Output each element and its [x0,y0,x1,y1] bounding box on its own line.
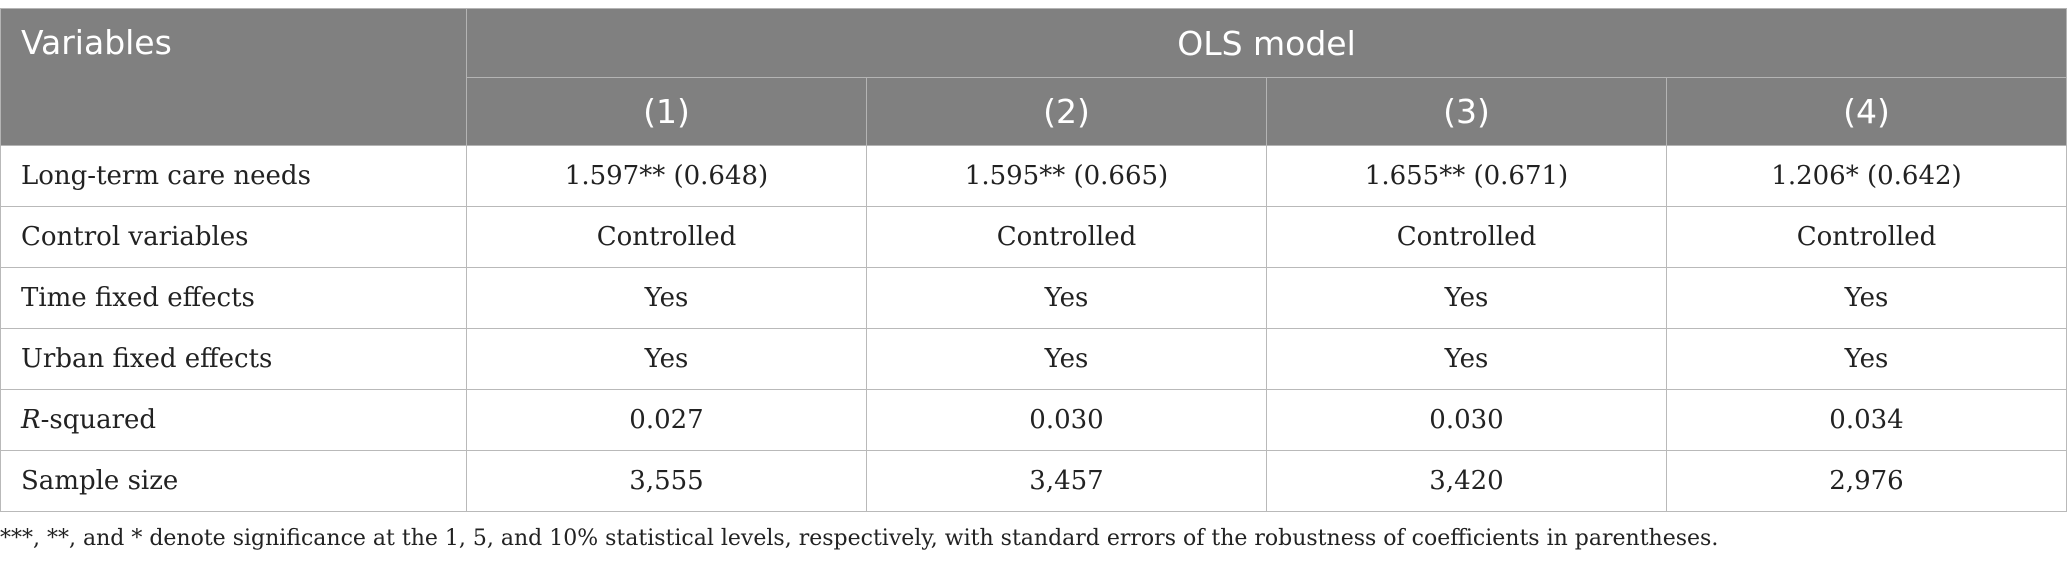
table-cell: Yes [866,328,1267,390]
table-row: Urban fixed effects Yes Yes Yes Yes [0,328,2067,390]
row-label: Time fixed effects [0,267,467,329]
header-row-group: Variables OLS model [0,8,2067,146]
table-cell: 0.027 [466,389,867,451]
table-cell: 0.034 [1666,389,2067,451]
column-header-2: (2) [866,77,1267,146]
table-row: Control variables Controlled Controlled … [0,206,2067,268]
r-squared-suffix: -squared [40,405,157,435]
table-cell: Controlled [866,206,1267,268]
row-label-r-squared: R-squared [0,389,467,451]
table-cell: 0.030 [866,389,1267,451]
row-label: Long-term care needs [0,145,467,207]
table-cell: 3,555 [466,450,867,512]
table-cell: Yes [1266,267,1667,329]
table-cell: 1.597** (0.648) [466,145,867,207]
row-label: Urban fixed effects [0,328,467,390]
r-symbol: R [21,405,41,435]
column-header-4: (4) [1666,77,2067,146]
table-cell: Controlled [1666,206,2067,268]
table-row: Time fixed effects Yes Yes Yes Yes [0,267,2067,329]
table-cell: 1.595** (0.665) [866,145,1267,207]
table-cell: Yes [1266,328,1667,390]
table-cell: Yes [1666,328,2067,390]
table-row: Long-term care needs 1.597** (0.648) 1.5… [0,145,2067,207]
row-label: Control variables [0,206,467,268]
table-cell: Controlled [1266,206,1667,268]
table-cell: 3,420 [1266,450,1667,512]
table-cell: 3,457 [866,450,1267,512]
table-cell: 0.030 [1266,389,1667,451]
ols-regression-table: Variables OLS model (1) (2) (3) (4) Long… [0,8,2067,512]
variables-header: Variables [0,8,467,146]
table-row: R-squared 0.027 0.030 0.030 0.034 [0,389,2067,451]
table-cell: 2,976 [1666,450,2067,512]
table-cell: Yes [466,328,867,390]
row-label: Sample size [0,450,467,512]
column-header-1: (1) [466,77,867,146]
table-cell: Yes [466,267,867,329]
header-row-columns: (1) (2) (3) (4) [1,77,2067,146]
table-cell: Yes [866,267,1267,329]
ols-model-header: OLS model [466,8,2067,78]
regression-table-container: Variables OLS model (1) (2) (3) (4) Long… [0,8,2067,512]
table-cell: 1.655** (0.671) [1266,145,1667,207]
column-header-3: (3) [1266,77,1667,146]
table-cell: Controlled [466,206,867,268]
table-cell: 1.206* (0.642) [1666,145,2067,207]
table-footnote: ***, **, and * denote significance at th… [0,526,1719,551]
table-cell: Yes [1666,267,2067,329]
table-row: Sample size 3,555 3,457 3,420 2,976 [0,450,2067,512]
